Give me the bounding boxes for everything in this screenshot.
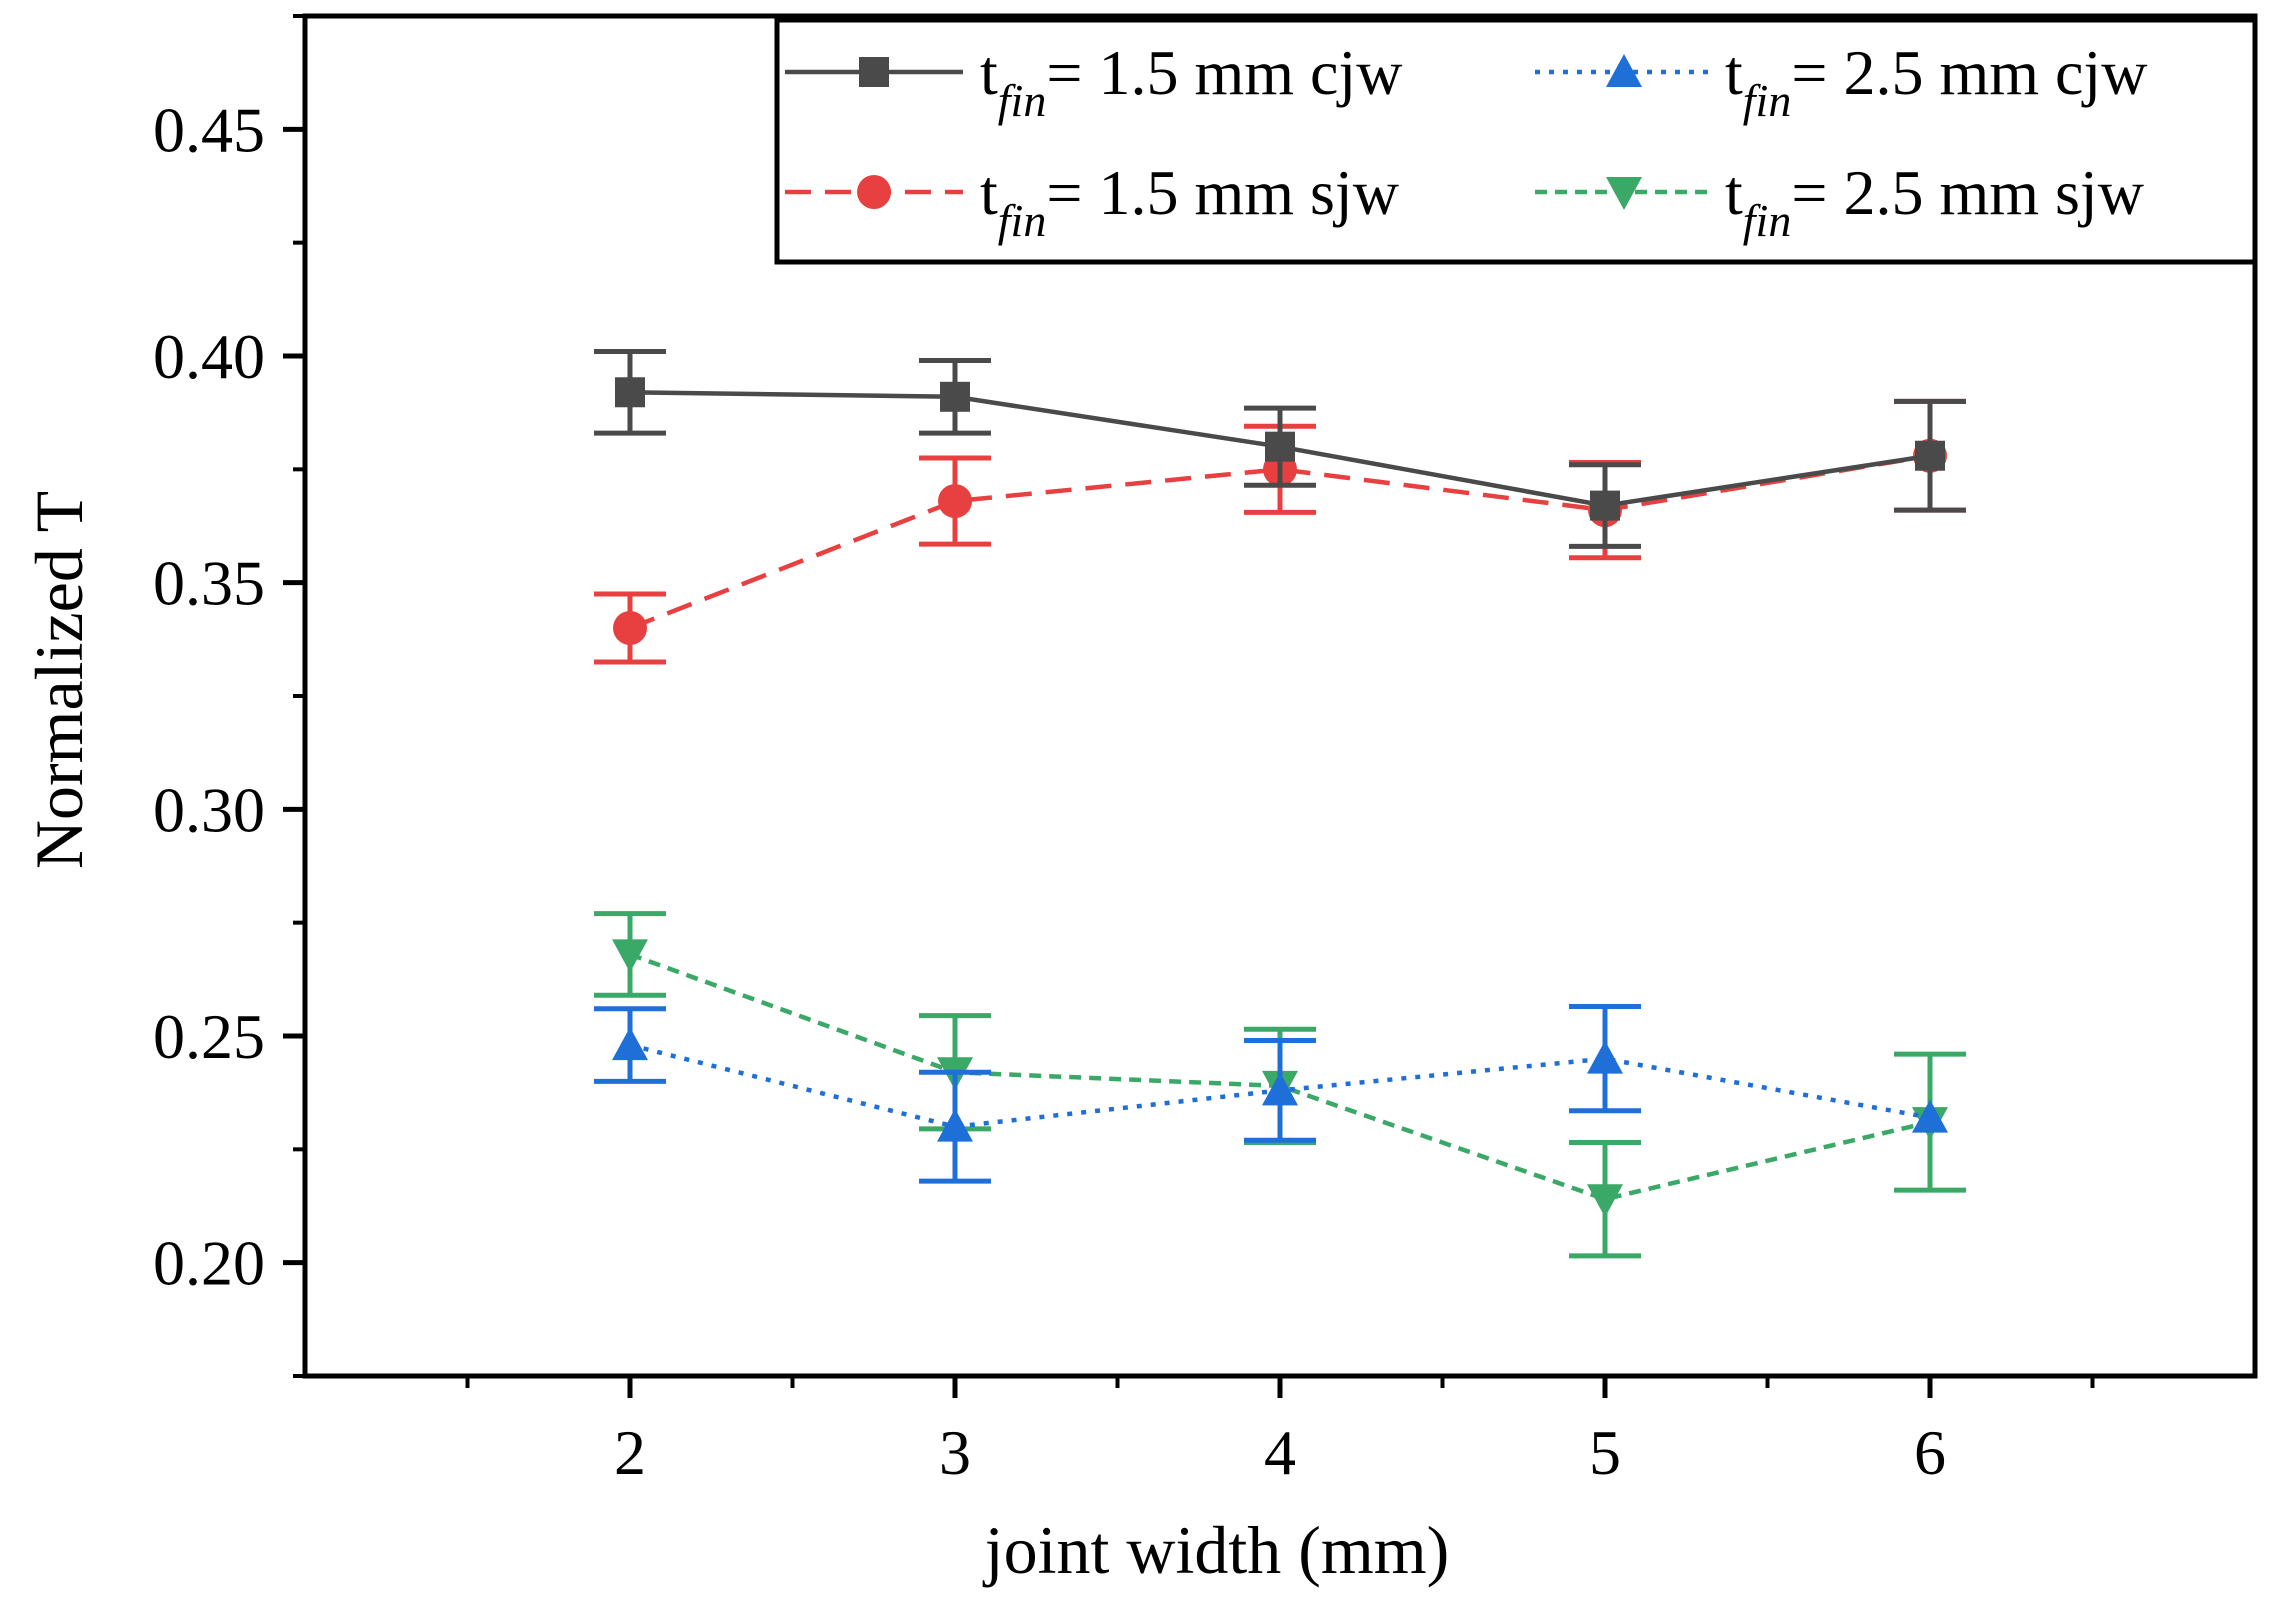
plot-area — [594, 348, 1966, 1259]
data-point — [937, 1108, 973, 1142]
legend-box — [774, 17, 2258, 265]
data-point — [615, 377, 645, 408]
legend-marker — [1606, 54, 1642, 87]
x-tick-label: 4 — [1264, 1417, 1296, 1488]
series-1 — [594, 1004, 1948, 1184]
legend-item: tfin= 2.5 mm sjw — [1535, 157, 2144, 246]
legend-marker — [859, 57, 889, 87]
x-tick-label: 6 — [1914, 1417, 1946, 1488]
legend-item: tfin= 1.5 mm cjw — [785, 37, 1402, 126]
y-tick-label: 0.40 — [153, 321, 265, 392]
data-point — [1587, 1184, 1623, 1218]
y-tick-label: 0.20 — [153, 1228, 265, 1299]
data-point — [1262, 1072, 1298, 1106]
x-tick-label: 2 — [614, 1417, 646, 1488]
data-point — [1590, 490, 1620, 521]
data-point — [938, 484, 972, 519]
y-axis-title: Normalized T — [21, 491, 97, 869]
data-point — [612, 1027, 648, 1061]
legend-marker — [1606, 177, 1642, 210]
x-tick-label: 5 — [1589, 1417, 1621, 1488]
y-tick-label: 0.30 — [153, 774, 265, 845]
legend-item: tfin= 1.5 mm sjw — [785, 157, 1399, 246]
data-point — [1912, 1099, 1948, 1133]
axes: 0.20 0.25 0.30 0.35 0.40 0.45 2 3 4 5 6 — [153, 14, 2095, 1488]
data-point — [612, 939, 648, 973]
legend-label: tfin= 2.5 mm cjw — [1725, 37, 2147, 126]
y-tick-label: 0.35 — [153, 548, 265, 619]
series-0 — [594, 348, 1966, 549]
y-tick-label: 0.25 — [153, 1001, 265, 1072]
data-point — [940, 381, 970, 412]
legend-marker — [857, 175, 891, 209]
data-point — [1265, 431, 1295, 462]
x-tick-label: 3 — [939, 1417, 971, 1488]
data-point — [1587, 1040, 1623, 1074]
data-point — [613, 611, 647, 645]
x-axis-title: joint width (mm) — [983, 1512, 1450, 1588]
legend-label: tfin= 1.5 mm cjw — [980, 37, 1402, 126]
data-point — [1915, 440, 1945, 471]
legend-item: tfin= 2.5 mm cjw — [1535, 37, 2147, 126]
legend-label: tfin= 2.5 mm sjw — [1725, 157, 2144, 246]
legend-label: tfin= 1.5 mm sjw — [980, 157, 1399, 246]
y-tick-label: 0.45 — [153, 94, 265, 165]
legend: tfin= 1.5 mm cjw tfin= 2.5 mm cjw tfin= 1.… — [774, 17, 2258, 265]
